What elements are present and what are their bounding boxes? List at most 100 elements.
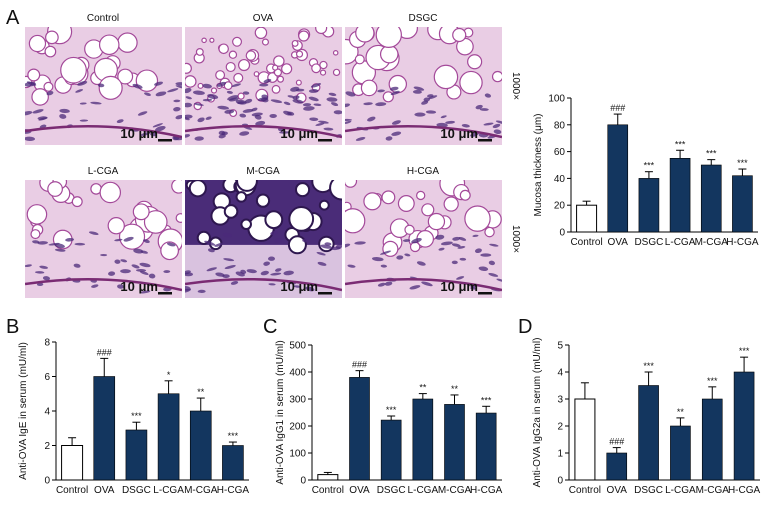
tissue-nucleus: [37, 241, 48, 245]
tissue-nucleus: [302, 103, 312, 107]
tissue-nucleus: [237, 101, 246, 105]
tissue-nucleus: [140, 290, 151, 294]
scale-bar-label-m-cga: 10 μm: [280, 279, 318, 294]
bar-h-cga: [222, 445, 244, 481]
tissue-cell: [245, 50, 257, 61]
epithelium-edge: [25, 277, 182, 292]
significance-label: **: [419, 383, 427, 393]
tissue-nucleus: [404, 253, 411, 257]
tissue-cell: [185, 75, 197, 88]
tissue-cell: [255, 193, 271, 208]
tissue-cell: [232, 36, 243, 47]
significance-label: ###: [609, 437, 624, 447]
x-tick-label: Control: [570, 237, 602, 248]
bar-dsgc: [638, 178, 660, 233]
tissue-cell: [452, 27, 467, 43]
tissue-nucleus: [315, 122, 325, 126]
tissue-cell: [464, 205, 491, 232]
bar-control: [317, 474, 339, 481]
tissue-cell: [98, 34, 120, 56]
x-tick-label: OVA: [349, 485, 370, 496]
bar-control: [61, 445, 84, 481]
tissue-nucleus: [270, 230, 279, 236]
tissue-nucleus: [292, 95, 300, 100]
tissue-cell: [31, 88, 49, 106]
tissue-nucleus: [495, 120, 502, 125]
tissue-nucleus: [207, 248, 215, 253]
tissue-cell: [261, 38, 269, 46]
tissue-cell: [433, 64, 459, 90]
tissue-nucleus: [260, 270, 269, 276]
significance-label: ###: [610, 103, 625, 113]
tissue-nucleus: [46, 91, 54, 96]
tissue-nucleus: [235, 271, 245, 277]
y-tick-label: 100: [289, 449, 306, 460]
tissue-nucleus: [173, 106, 181, 112]
tissue-nucleus: [458, 237, 467, 241]
tissue-cell: [311, 63, 322, 74]
x-tick-label: DSGC: [634, 485, 663, 496]
tissue-nucleus: [371, 257, 384, 262]
tissue-cell: [132, 203, 150, 221]
bar-h-cga: [475, 412, 497, 481]
tissue-nucleus: [402, 239, 411, 242]
tissue-nucleus: [39, 265, 48, 269]
tissue-nucleus: [25, 111, 33, 116]
tissue-nucleus: [308, 96, 319, 102]
tissue-cell: [28, 34, 47, 53]
epithelium-edge: [345, 277, 502, 292]
x-tick-label: L-CGA: [408, 485, 439, 496]
bar-control: [574, 398, 596, 481]
tissue-nucleus: [131, 264, 140, 269]
bar-m-cga: [700, 164, 722, 233]
tissue-cell: [175, 213, 182, 223]
tissue-nucleus: [214, 242, 224, 247]
tissue-cell: [99, 181, 122, 204]
tissue-nucleus: [59, 108, 70, 114]
x-tick-label: H-CGA: [470, 485, 503, 496]
tissue-cell: [381, 190, 396, 205]
tissue-nucleus: [345, 243, 351, 248]
tissue-nucleus: [175, 114, 182, 120]
tissue-nucleus: [283, 270, 294, 276]
tissue-cell: [71, 196, 83, 208]
tissue-cell: [360, 79, 378, 97]
tissue-nucleus: [133, 248, 144, 254]
x-tick-label: L-CGA: [665, 485, 696, 496]
tissue-nucleus: [37, 116, 48, 120]
y-tick-label: 5: [557, 341, 563, 352]
tissue-cell: [215, 70, 226, 81]
histology-image-control: [25, 27, 182, 145]
tissue-cell: [253, 71, 260, 77]
tissue-nucleus: [413, 86, 425, 91]
tissue-nucleus: [274, 268, 282, 272]
tissue-nucleus: [239, 113, 247, 118]
tissue-nucleus: [166, 242, 176, 247]
tissue-cell: [197, 82, 204, 89]
tissue-nucleus: [390, 90, 400, 96]
tissue-cell: [271, 84, 281, 94]
tissue-nucleus: [330, 102, 339, 107]
tissue-nucleus: [246, 269, 257, 274]
tissue-cell: [235, 191, 248, 203]
tissue-nucleus: [48, 242, 60, 246]
tissue-nucleus: [185, 288, 192, 293]
tissue-nucleus: [318, 120, 329, 124]
tissue-cell: [294, 182, 311, 198]
scale-bar: [158, 292, 172, 295]
tissue-nucleus: [396, 255, 404, 260]
tissue-nucleus: [197, 117, 205, 123]
x-tick-label: M-CGA: [695, 237, 729, 248]
tissue-nucleus: [175, 82, 182, 86]
significance-label: ***: [707, 376, 718, 386]
significance-label: *: [167, 370, 171, 380]
tissue-cell: [30, 229, 41, 240]
tissue-cell: [44, 45, 57, 58]
tissue-cell: [188, 180, 207, 198]
tissue-cell: [319, 60, 328, 70]
tissue-nucleus: [42, 276, 51, 281]
tissue-nucleus: [269, 113, 277, 118]
tissue-cell: [375, 27, 402, 49]
tissue-cell: [240, 218, 252, 231]
tissue-nucleus: [242, 91, 250, 95]
